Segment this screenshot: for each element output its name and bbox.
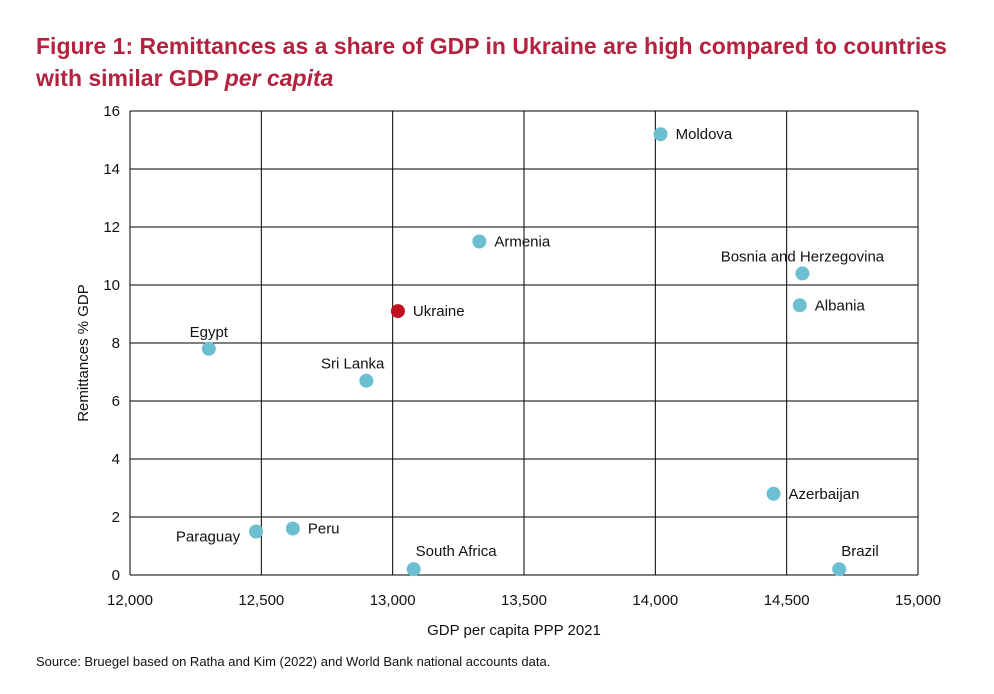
source-note: Source: Bruegel based on Ratha and Kim (… bbox=[36, 654, 551, 669]
point-label: Peru bbox=[308, 521, 340, 538]
point-label: South Africa bbox=[416, 543, 498, 560]
point-label: Bosnia and Herzegovina bbox=[721, 248, 885, 265]
point-label: Armenia bbox=[494, 234, 551, 251]
y-axis-ticks: 0 2 4 6 8 10 12 14 16 bbox=[103, 103, 120, 584]
x-axis-label: GDP per capita PPP 2021 bbox=[427, 622, 601, 639]
x-tick-label: 14,500 bbox=[764, 592, 810, 609]
y-tick-label: 6 bbox=[112, 393, 120, 410]
data-point bbox=[832, 562, 847, 577]
point-label: Sri Lanka bbox=[321, 356, 385, 373]
data-point bbox=[249, 524, 264, 539]
point-label: Albania bbox=[815, 297, 866, 314]
x-tick-label: 12,500 bbox=[238, 592, 284, 609]
data-point bbox=[472, 234, 487, 249]
y-tick-label: 14 bbox=[103, 161, 120, 178]
x-tick-label: 14,000 bbox=[632, 592, 678, 609]
data-points bbox=[201, 127, 847, 577]
point-labels: Moldova Armenia Bosnia and Herzegovina Alba… bbox=[176, 126, 885, 560]
point-label: Brazil bbox=[841, 543, 879, 560]
data-point bbox=[766, 486, 781, 501]
data-point bbox=[792, 298, 807, 313]
point-label: Paraguay bbox=[176, 529, 241, 546]
y-tick-label: 8 bbox=[112, 335, 120, 352]
y-axis-label: Remittances % GDP bbox=[75, 284, 92, 422]
data-point bbox=[201, 341, 216, 356]
chart-title-emphasis: per capita bbox=[224, 65, 334, 91]
point-label: Azerbaijan bbox=[789, 486, 860, 503]
point-label: Ukraine bbox=[413, 303, 465, 320]
y-tick-label: 2 bbox=[112, 509, 120, 526]
y-tick-label: 0 bbox=[112, 567, 120, 584]
x-axis-ticks: 12,000 12,500 13,000 13,500 14,000 14,500 15,0… bbox=[107, 592, 941, 609]
point-label: Moldova bbox=[676, 126, 733, 143]
chart-title-main: Figure 1: Remittances as a share of GDP … bbox=[36, 33, 947, 91]
data-point bbox=[795, 266, 810, 281]
x-tick-label: 12,000 bbox=[107, 592, 153, 609]
chart-title: Figure 1: Remittances as a share of GDP … bbox=[36, 30, 986, 94]
point-label: Egypt bbox=[190, 324, 229, 341]
y-tick-label: 4 bbox=[112, 451, 120, 468]
x-tick-label: 13,000 bbox=[370, 592, 416, 609]
y-tick-label: 16 bbox=[103, 103, 120, 120]
data-point bbox=[285, 521, 300, 536]
x-tick-label: 15,000 bbox=[895, 592, 941, 609]
y-tick-label: 10 bbox=[103, 277, 120, 294]
data-point bbox=[653, 127, 668, 142]
data-point bbox=[406, 562, 421, 577]
data-point bbox=[390, 304, 405, 319]
data-point bbox=[359, 373, 374, 388]
chart-grid bbox=[129, 110, 919, 576]
x-tick-label: 13,500 bbox=[501, 592, 547, 609]
y-tick-label: 12 bbox=[103, 219, 120, 236]
